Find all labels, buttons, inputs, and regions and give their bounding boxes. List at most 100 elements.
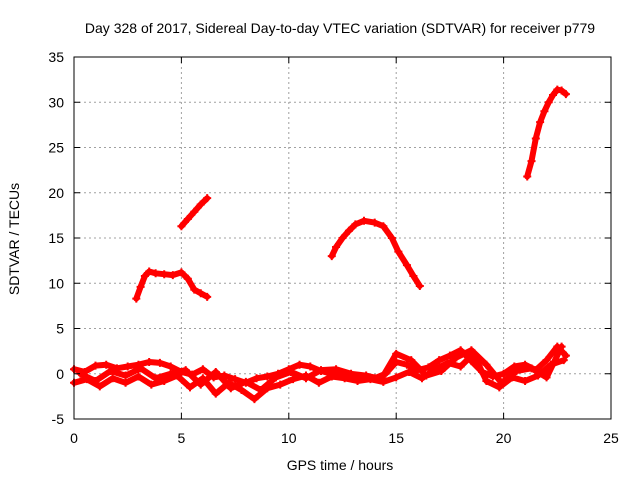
data-point [196, 289, 205, 298]
data-point [409, 272, 418, 281]
series-noise-3 [76, 342, 566, 395]
data-point [177, 268, 186, 277]
data-point [140, 272, 149, 281]
data-point [121, 378, 130, 387]
data-point [166, 362, 175, 371]
data-point [91, 376, 100, 385]
data-point [351, 220, 360, 229]
data-point [151, 269, 160, 278]
data-point [332, 243, 341, 252]
data-point [340, 374, 349, 383]
data-point [147, 380, 156, 389]
series-arc-d [523, 85, 570, 181]
data-point [183, 214, 192, 223]
data-point [327, 372, 336, 381]
data-point [123, 362, 132, 371]
data-point [134, 372, 143, 381]
x-tick-label: 20 [496, 430, 512, 446]
data-point [561, 90, 570, 99]
data-point [237, 386, 246, 395]
data-point [362, 371, 371, 380]
series-arc-a [132, 267, 212, 303]
data-point [544, 98, 553, 107]
data-point [190, 285, 199, 294]
x-tick-label: 5 [178, 430, 186, 446]
grid [74, 57, 611, 419]
data-point [536, 118, 545, 127]
data-point [95, 382, 104, 391]
data-point [160, 270, 169, 279]
data-point [289, 375, 298, 384]
data-point [437, 367, 446, 376]
data-point [295, 360, 304, 369]
chart-title: Day 328 of 2017, Sidereal Day-to-day VTE… [85, 20, 595, 36]
data-point [377, 375, 386, 384]
y-tick-label: 10 [48, 275, 64, 291]
data-point [276, 380, 285, 389]
data-point [177, 222, 186, 231]
data-point [405, 367, 414, 376]
data-point [557, 86, 566, 95]
data-point [557, 342, 566, 351]
data-point [102, 360, 111, 369]
data-point [456, 362, 465, 371]
data-point [168, 271, 177, 280]
data-point [198, 365, 207, 374]
data-point [91, 361, 100, 370]
data-point [482, 360, 491, 369]
data-point [394, 247, 403, 256]
data-point [523, 172, 532, 181]
data-point [482, 376, 491, 385]
data-point [211, 367, 220, 376]
series-arc-b [177, 194, 212, 231]
data-point [347, 369, 356, 378]
data-point [392, 349, 401, 358]
data-point [185, 383, 194, 392]
data-point [387, 234, 396, 242]
data-point [183, 274, 192, 283]
y-axis-label: SDTVAR / TECUs [6, 183, 22, 295]
data-point [424, 363, 433, 372]
y-tick-label: 35 [48, 49, 64, 65]
data-point [370, 218, 379, 227]
data-point [338, 234, 347, 242]
data-point [121, 371, 130, 380]
data-point [332, 365, 341, 374]
data-series [70, 85, 570, 404]
data-point [136, 282, 145, 291]
data-point [106, 367, 115, 376]
data-point [497, 378, 506, 387]
data-point [422, 371, 431, 380]
data-point [379, 222, 388, 231]
data-point [226, 384, 235, 393]
data-point [435, 356, 444, 365]
data-point [527, 364, 536, 373]
x-tick-label: 0 [70, 430, 78, 446]
data-point [286, 367, 295, 376]
x-tick-label: 15 [388, 430, 404, 446]
data-point [211, 389, 220, 398]
data-point [196, 380, 205, 389]
data-point [467, 346, 476, 355]
series-arc-c [327, 216, 424, 290]
data-point [314, 378, 323, 387]
data-point [402, 360, 411, 369]
data-point [306, 362, 315, 371]
data-point [108, 374, 117, 383]
y-tick-label: 25 [48, 140, 64, 156]
data-point [531, 134, 540, 143]
data-point [407, 356, 416, 365]
data-point [250, 395, 259, 404]
data-point [527, 157, 536, 166]
y-tick-label: 0 [56, 366, 64, 382]
axes: 0 5 10 15 20 25 -5 0 5 10 15 20 25 30 35 [48, 49, 619, 446]
data-point [145, 357, 154, 366]
data-point [353, 376, 362, 385]
data-point [231, 375, 240, 384]
y-tick-label: 30 [48, 94, 64, 110]
data-point [499, 369, 508, 378]
data-point [252, 374, 261, 383]
data-point [549, 91, 558, 100]
y-tick-label: 15 [48, 230, 64, 246]
data-point [445, 351, 454, 360]
